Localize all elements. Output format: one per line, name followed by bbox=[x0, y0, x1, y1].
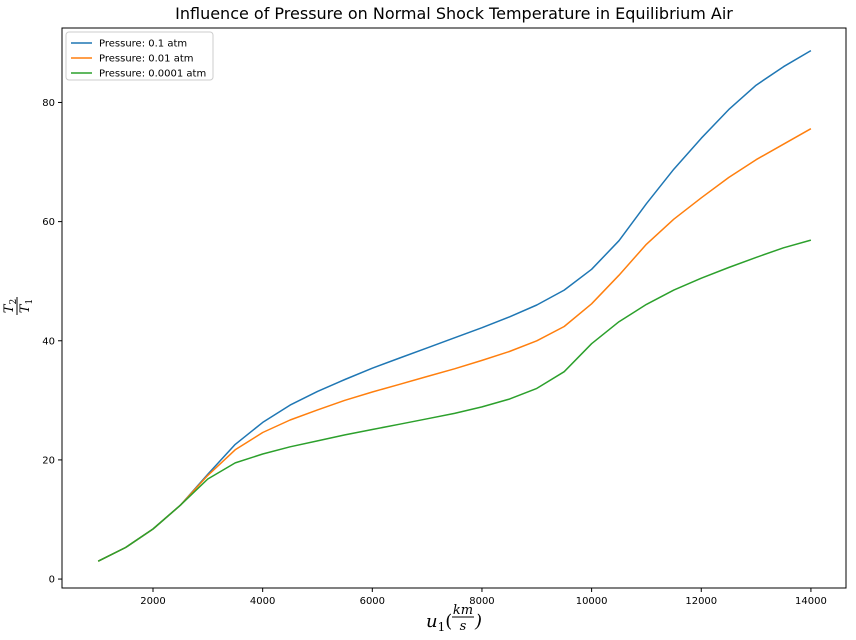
x-tick-label: 6000 bbox=[360, 596, 385, 607]
svg-text:km: km bbox=[453, 603, 473, 618]
y-tick-label: 60 bbox=[42, 217, 55, 228]
x-tick-label: 14000 bbox=[795, 596, 827, 607]
y-tick-label: 0 bbox=[49, 575, 55, 586]
legend-label: Pressure: 0.0001 atm bbox=[99, 69, 206, 80]
plot-area bbox=[61, 27, 847, 589]
series-line-0 bbox=[97, 49, 812, 562]
legend-label: Pressure: 0.01 atm bbox=[99, 54, 193, 65]
svg-text:T2: T2 bbox=[2, 299, 19, 313]
series-line-2 bbox=[97, 239, 812, 562]
x-axis-label: u1(kms) bbox=[426, 603, 482, 634]
series-line-1 bbox=[97, 128, 812, 562]
svg-text:s: s bbox=[460, 619, 467, 634]
x-tick-label: 4000 bbox=[250, 596, 275, 607]
x-tick-label: 12000 bbox=[685, 596, 717, 607]
y-tick-label: 80 bbox=[42, 98, 55, 109]
tick-layer: 2000 4000 6000 8000 10000 12000 14000 0 20 40 60 80 bbox=[42, 98, 827, 607]
x-tick-label: 8000 bbox=[469, 596, 494, 607]
svg-text:T1: T1 bbox=[18, 299, 35, 313]
chart-title: Influence of Pressure on Normal Shock Te… bbox=[175, 4, 733, 23]
legend-label: Pressure: 0.1 atm bbox=[99, 39, 187, 50]
x-tick-label: 2000 bbox=[140, 596, 165, 607]
series-layer bbox=[97, 49, 812, 562]
y-tick-label: 20 bbox=[42, 455, 55, 466]
svg-text:): ) bbox=[474, 611, 482, 632]
y-tick-label: 40 bbox=[42, 336, 55, 347]
legend-box bbox=[65, 31, 214, 81]
svg-text:u1(: u1( bbox=[426, 611, 452, 634]
legend: Pressure: 0.1 atm Pressure: 0.01 atm Press… bbox=[65, 31, 214, 81]
x-tick-label: 10000 bbox=[576, 596, 608, 607]
